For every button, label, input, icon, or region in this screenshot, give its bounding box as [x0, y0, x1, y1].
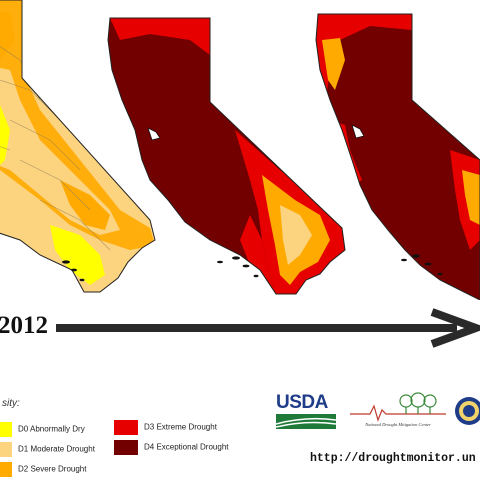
legend-swatch-d2: [0, 462, 12, 477]
trees-icon: [350, 392, 446, 422]
start-year: 2012: [0, 312, 48, 339]
legend-item-d4: D4 Exceptional Drought: [114, 440, 229, 455]
usda-logo-text: USDA: [276, 392, 328, 413]
legend-item-d1: D1 Moderate Drought: [0, 442, 95, 457]
usda-logo: USDA: [275, 392, 338, 432]
drought-maps: [0, 0, 480, 300]
source-url[interactable]: http://droughtmonitor.un: [310, 452, 476, 465]
legend-label-d1: D1 Moderate Drought: [18, 444, 95, 454]
legend-label-d4: D4 Exceptional Drought: [144, 442, 229, 452]
islands-2: [217, 256, 259, 278]
usda-field-icon: [275, 414, 337, 429]
legend-label-d0: D0 Abnormally Dry: [18, 424, 85, 434]
legend-swatch-d4: [114, 440, 138, 455]
legend-title: sity:: [2, 398, 20, 409]
legend-label-d2: D2 Severe Drought: [18, 464, 87, 474]
legend-swatch-d1: [0, 442, 12, 457]
ndmc-logo-text: National Drought Mitigation Center: [365, 422, 431, 427]
legend-item-d2: D2 Severe Drought: [0, 462, 86, 477]
legend-label-d3: D3 Extreme Drought: [144, 422, 217, 432]
islands-1: [62, 260, 85, 282]
timeline-arrow: [56, 308, 480, 348]
seal-icon: [455, 397, 480, 425]
ndmc-logo: National Drought Mitigation Center: [350, 392, 446, 436]
islands-3: [401, 254, 443, 276]
legend-item-d3: D3 Extreme Drought: [114, 420, 217, 435]
legend-swatch-d3: [114, 420, 138, 435]
legend-item-d0: D0 Abnormally Dry: [0, 422, 85, 437]
legend-swatch-d0: [0, 422, 12, 437]
